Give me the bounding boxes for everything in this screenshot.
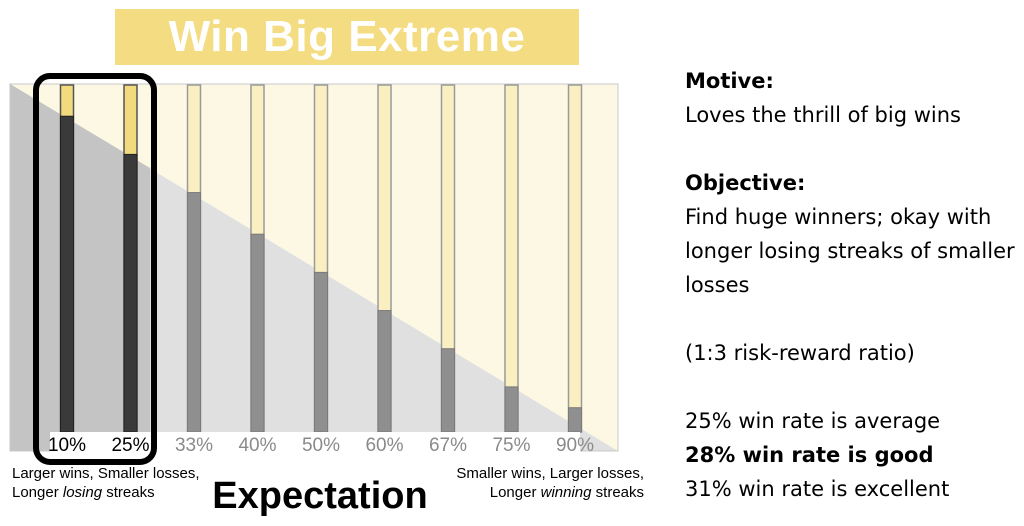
left-caption-line-2: Longer losing streaks xyxy=(12,483,200,502)
bars xyxy=(60,115,582,433)
tick-label: 60% xyxy=(365,435,403,456)
tick-label: 90% xyxy=(556,435,594,456)
right-caption-suffix: streaks xyxy=(591,484,644,501)
left-caption-suffix: streaks xyxy=(102,484,155,501)
bar-track xyxy=(567,84,583,433)
motive-heading: Motive: xyxy=(685,69,774,93)
bar xyxy=(568,407,582,433)
right-caption-line-1: Smaller wins, Larger losses, xyxy=(456,465,644,482)
left-caption: Larger wins, Smaller losses, Longer losi… xyxy=(12,464,200,502)
tick-label: 10% xyxy=(48,435,86,456)
win-rate-average: 25% win rate is average xyxy=(685,409,941,433)
left-caption-emphasis: losing xyxy=(62,484,103,501)
tick-label: 50% xyxy=(302,435,340,456)
x-axis-label: Expectation xyxy=(212,475,428,517)
description-panel: Motive: Loves the thrill of big wins Obj… xyxy=(685,64,1020,506)
tick-labels: 10% 25% 33% 40% 50% 60% 67% 75% 90% xyxy=(48,432,594,456)
right-caption: Smaller wins, Larger losses, Longer winn… xyxy=(456,464,644,502)
bar xyxy=(60,115,74,433)
win-rate-good: 28% win rate is good xyxy=(685,443,934,467)
tick-label: 25% xyxy=(111,435,149,456)
right-caption-line-2: Longer winning streaks xyxy=(456,483,644,502)
left-caption-line-1: Larger wins, Smaller losses, xyxy=(12,465,200,482)
highlight-frame-rect xyxy=(33,73,157,465)
chart: 10% 25% 33% 40% 50% 60% 67% 75% 90% xyxy=(9,73,619,465)
tick-label: 67% xyxy=(429,435,467,456)
chart-title: Win Big Extreme xyxy=(168,12,526,61)
title-banner: Win Big Extreme xyxy=(115,9,579,65)
bar-track xyxy=(504,84,519,433)
right-caption-prefix: Longer xyxy=(489,484,541,501)
motive-text: Loves the thrill of big wins xyxy=(685,103,961,127)
bar xyxy=(314,271,328,433)
bar xyxy=(441,348,455,433)
highlight-shade xyxy=(10,84,150,451)
right-caption-emphasis: winning xyxy=(540,484,592,501)
left-caption-prefix: Longer xyxy=(12,484,63,501)
tick-label-strip xyxy=(50,432,580,454)
objective-line-3: losses xyxy=(685,273,750,297)
objective-line-2: longer losing streaks of smaller xyxy=(685,239,1015,263)
tick-label: 40% xyxy=(238,435,276,456)
bar xyxy=(187,192,201,433)
tick-label: 33% xyxy=(175,435,213,456)
bar xyxy=(250,233,265,433)
highlight-frame xyxy=(33,73,157,465)
bar xyxy=(123,153,138,433)
objective-heading: Objective: xyxy=(685,171,806,195)
objective-line-1: Find huge winners; okay with xyxy=(685,205,992,229)
ratio-text: (1:3 risk-reward ratio) xyxy=(685,341,915,365)
win-rate-excellent: 31% win rate is excellent xyxy=(685,477,950,501)
tick-label: 75% xyxy=(492,435,530,456)
bar xyxy=(377,310,392,433)
bar xyxy=(504,386,519,433)
